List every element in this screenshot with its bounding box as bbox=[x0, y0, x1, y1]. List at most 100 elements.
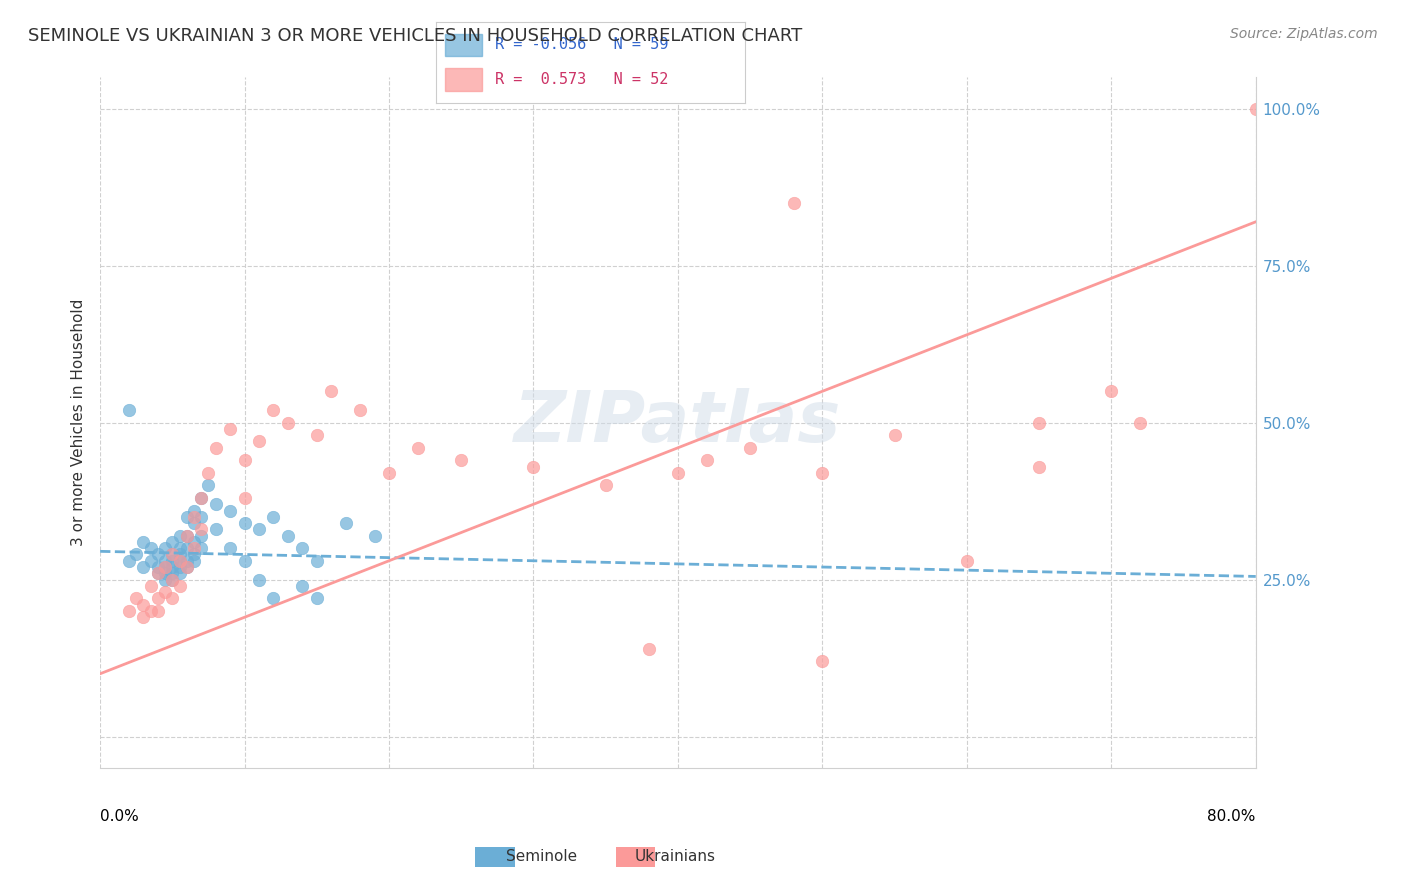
Point bbox=[666, 466, 689, 480]
Point bbox=[247, 573, 270, 587]
Point bbox=[190, 529, 212, 543]
Point bbox=[219, 422, 242, 436]
Point bbox=[132, 598, 155, 612]
Point bbox=[277, 416, 299, 430]
Text: Ukrainians: Ukrainians bbox=[634, 849, 716, 863]
Point bbox=[153, 560, 176, 574]
Point bbox=[363, 529, 385, 543]
Text: Source: ZipAtlas.com: Source: ZipAtlas.com bbox=[1230, 27, 1378, 41]
Point bbox=[169, 548, 191, 562]
Point bbox=[146, 548, 169, 562]
Point bbox=[169, 560, 191, 574]
Bar bbox=[446, 34, 482, 56]
Point bbox=[183, 535, 205, 549]
Point bbox=[740, 441, 762, 455]
Point bbox=[335, 516, 357, 530]
Point bbox=[1028, 459, 1050, 474]
Point bbox=[183, 503, 205, 517]
Point bbox=[204, 497, 226, 511]
Point bbox=[263, 591, 285, 606]
Point bbox=[811, 654, 834, 668]
Point bbox=[176, 560, 198, 574]
Point bbox=[162, 573, 184, 587]
Point bbox=[1099, 384, 1122, 399]
Point bbox=[183, 554, 205, 568]
Point bbox=[146, 604, 169, 618]
Point bbox=[183, 516, 205, 530]
Point bbox=[305, 554, 328, 568]
Point bbox=[305, 428, 328, 442]
Text: 80.0%: 80.0% bbox=[1208, 809, 1256, 823]
Point bbox=[146, 566, 169, 581]
Point bbox=[321, 384, 343, 399]
Point bbox=[118, 604, 141, 618]
Point bbox=[883, 428, 905, 442]
Point bbox=[176, 554, 198, 568]
Point bbox=[153, 585, 176, 599]
Point bbox=[125, 591, 148, 606]
Point bbox=[782, 196, 804, 211]
Point bbox=[197, 466, 219, 480]
Point bbox=[595, 478, 617, 492]
Point bbox=[169, 541, 191, 556]
Point bbox=[139, 541, 162, 556]
Point bbox=[162, 573, 184, 587]
Point bbox=[169, 554, 191, 568]
Point bbox=[183, 509, 205, 524]
Point bbox=[190, 541, 212, 556]
Point bbox=[132, 560, 155, 574]
Point bbox=[219, 503, 242, 517]
Point bbox=[247, 522, 270, 536]
Point bbox=[1244, 102, 1267, 116]
Point bbox=[190, 491, 212, 505]
Point bbox=[638, 641, 661, 656]
Point bbox=[190, 522, 212, 536]
Point bbox=[263, 509, 285, 524]
Point bbox=[176, 509, 198, 524]
Point bbox=[139, 579, 162, 593]
Point bbox=[522, 459, 544, 474]
Point bbox=[176, 541, 198, 556]
Point bbox=[162, 554, 184, 568]
Point bbox=[204, 522, 226, 536]
Point bbox=[233, 491, 256, 505]
Point bbox=[183, 541, 205, 556]
Point bbox=[811, 466, 834, 480]
Point bbox=[169, 579, 191, 593]
Point bbox=[176, 529, 198, 543]
Point bbox=[132, 535, 155, 549]
Point bbox=[450, 453, 472, 467]
Point bbox=[1129, 416, 1152, 430]
Point bbox=[696, 453, 718, 467]
Text: 0.0%: 0.0% bbox=[100, 809, 139, 823]
Point bbox=[132, 610, 155, 624]
Point bbox=[1028, 416, 1050, 430]
Point bbox=[153, 573, 176, 587]
Point bbox=[956, 554, 979, 568]
Point bbox=[146, 566, 169, 581]
Point bbox=[169, 554, 191, 568]
Text: R = -0.056   N = 59: R = -0.056 N = 59 bbox=[495, 37, 668, 53]
Point bbox=[139, 604, 162, 618]
Point bbox=[263, 403, 285, 417]
Point bbox=[233, 453, 256, 467]
Point bbox=[162, 566, 184, 581]
Text: R =  0.573   N = 52: R = 0.573 N = 52 bbox=[495, 71, 668, 87]
Bar bbox=[446, 68, 482, 91]
Point bbox=[277, 529, 299, 543]
Point bbox=[219, 541, 242, 556]
Point bbox=[146, 591, 169, 606]
Point bbox=[118, 403, 141, 417]
Point bbox=[153, 566, 176, 581]
Point bbox=[349, 403, 371, 417]
Point bbox=[162, 548, 184, 562]
Point bbox=[190, 491, 212, 505]
Point bbox=[176, 560, 198, 574]
Point bbox=[169, 566, 191, 581]
Point bbox=[176, 529, 198, 543]
Point bbox=[146, 560, 169, 574]
Text: ZIPatlas: ZIPatlas bbox=[515, 388, 842, 458]
Text: Seminole: Seminole bbox=[506, 849, 576, 863]
Point bbox=[125, 548, 148, 562]
Point bbox=[190, 509, 212, 524]
